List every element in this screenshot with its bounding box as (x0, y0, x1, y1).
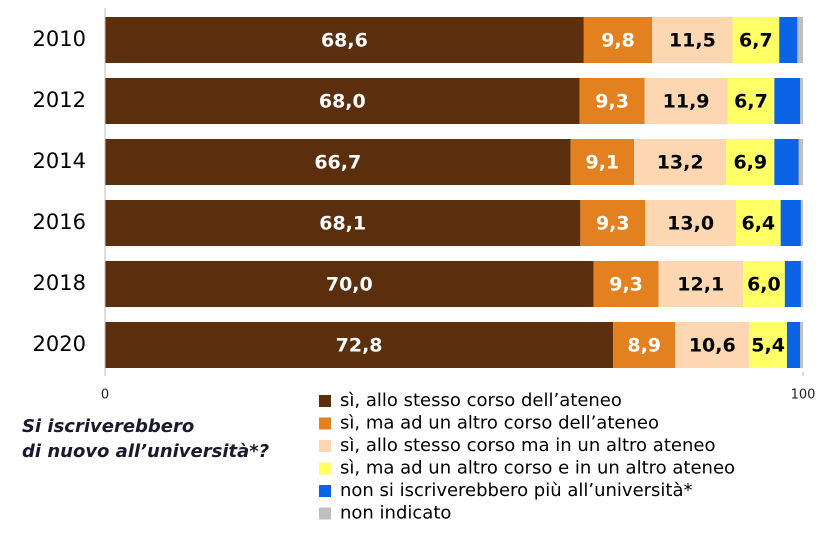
data-label: 10,6 (689, 335, 736, 357)
bar-segment (797, 17, 803, 63)
legend-swatch (319, 417, 331, 430)
data-label: 72,8 (336, 335, 383, 357)
data-label: 6,0 (747, 274, 781, 296)
data-label: 9,3 (595, 91, 629, 113)
bar-segment (105, 78, 580, 124)
bar-segment (634, 139, 727, 185)
bar-segment (798, 139, 803, 185)
legend-title: Si iscriverebbero (22, 416, 194, 437)
bar-segment (786, 322, 801, 368)
bar-segment (800, 322, 803, 368)
legend-label: sì, allo stesso corso dell’ateneo (340, 390, 622, 411)
data-label: 68,6 (321, 30, 368, 52)
bar-segment (784, 261, 801, 307)
bar-segment (570, 139, 635, 185)
bar-segment (800, 200, 803, 246)
x-tick-label: 100 (791, 388, 816, 403)
bar-segment (105, 322, 614, 368)
bar-segment (780, 200, 801, 246)
y-tick-label: 2018 (33, 271, 86, 295)
data-label: 6,9 (733, 152, 767, 174)
bar-segment (580, 200, 646, 246)
legend-swatch (319, 440, 331, 452)
bar-segment (613, 322, 676, 368)
bar-segment (732, 17, 780, 63)
bar-segment (644, 78, 728, 124)
data-label: 68,0 (319, 91, 366, 113)
bar-segment (105, 17, 584, 63)
data-label: 9,8 (601, 30, 635, 52)
legend-swatch (319, 462, 331, 475)
bar-segment (800, 78, 803, 124)
bar-segment (742, 261, 785, 307)
data-label: 5,4 (751, 335, 785, 357)
legend-label: non si iscriverebbero più all’università… (340, 480, 693, 501)
data-label: 11,9 (663, 91, 710, 113)
bar-segment (735, 200, 781, 246)
data-label: 9,3 (596, 213, 630, 235)
bar-segment (105, 139, 571, 185)
data-label: 70,0 (326, 274, 373, 296)
y-tick-label: 2020 (33, 332, 86, 356)
legend-swatch (319, 395, 331, 407)
y-tick-label: 2010 (33, 27, 86, 51)
data-label: 11,5 (669, 30, 716, 52)
bar-segment (658, 261, 743, 307)
data-label: 66,7 (314, 152, 361, 174)
y-tick-label: 2012 (33, 88, 86, 112)
bar-segment (105, 261, 594, 307)
legend-title: di nuovo all’università*? (22, 441, 269, 462)
bar-segment (726, 139, 775, 185)
bar-segment (749, 322, 787, 368)
bar-segment (579, 78, 645, 124)
legend-label: sì, ma ad un altro corso dell’ateneo (340, 413, 659, 434)
y-tick-label: 2016 (33, 210, 86, 234)
legend-label: sì, allo stesso corso ma in un altro ate… (340, 435, 715, 456)
bar-segment (774, 78, 801, 124)
bar-segment (675, 322, 750, 368)
data-label: 13,0 (667, 213, 714, 235)
data-label: 6,4 (741, 213, 775, 235)
bar-segment (583, 17, 653, 63)
data-label: 12,1 (677, 274, 724, 296)
bar-segment (727, 78, 775, 124)
legend-swatch (319, 507, 331, 520)
bar-segment (645, 200, 736, 246)
data-label: 6,7 (734, 91, 768, 113)
data-label: 8,9 (627, 335, 661, 357)
x-tick-label: 0 (101, 388, 109, 403)
legend-label: sì, ma ad un altro corso e in un altro a… (340, 458, 735, 479)
bar-segment (105, 200, 581, 246)
data-label: 68,1 (319, 213, 366, 235)
bar-segment (593, 261, 659, 307)
bar-segment (779, 17, 798, 63)
data-label: 9,1 (585, 152, 619, 174)
data-label: 6,7 (739, 30, 773, 52)
y-tick-label: 2014 (33, 149, 86, 173)
data-label: 9,3 (609, 274, 643, 296)
bar-segment (774, 139, 799, 185)
bar-segment (800, 261, 803, 307)
legend-swatch (319, 485, 331, 497)
data-label: 13,2 (657, 152, 704, 174)
bar-segment (652, 17, 733, 63)
legend-label: non indicato (340, 503, 451, 524)
